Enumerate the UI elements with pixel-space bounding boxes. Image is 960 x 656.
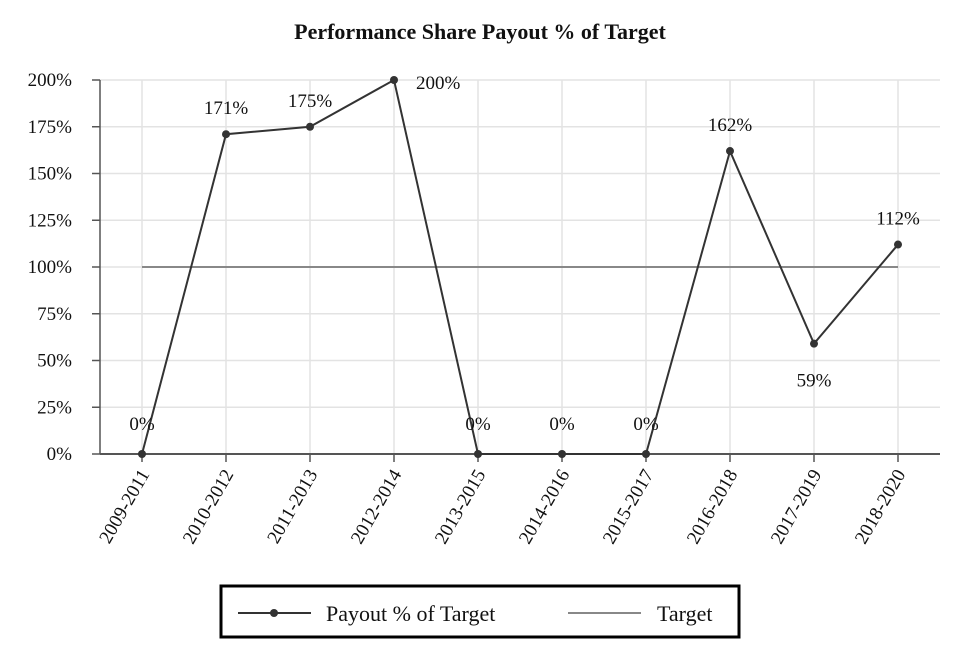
- data-point-payout: [222, 130, 230, 139]
- y-tick-label: 150%: [28, 164, 73, 185]
- data-point-payout: [894, 240, 902, 249]
- x-tick-label: 2013-2015: [431, 466, 490, 548]
- legend-payout-marker: [270, 609, 278, 617]
- data-label: 59%: [797, 371, 832, 392]
- x-tick-label: 2014-2016: [515, 466, 574, 548]
- x-tick-label: 2012-2014: [347, 466, 407, 548]
- data-label: 112%: [876, 209, 920, 230]
- y-tick-label: 25%: [37, 397, 72, 418]
- chart-title: Performance Share Payout % of Target: [294, 19, 666, 44]
- y-tick-label: 0%: [47, 444, 73, 465]
- y-tick-label: 175%: [28, 117, 73, 138]
- y-tick-label: 75%: [37, 304, 72, 325]
- y-tick-label: 125%: [28, 210, 73, 231]
- data-labels: 0% 171% 175% 200% 0% 0% 0% 162% 59% 112%: [129, 73, 920, 435]
- legend-payout-label: Payout % of Target: [326, 601, 495, 626]
- data-label: 0%: [129, 414, 155, 435]
- y-tick-label: 100%: [28, 257, 73, 278]
- data-label: 0%: [549, 414, 575, 435]
- data-point-payout: [810, 339, 818, 348]
- legend-target-label: Target: [657, 601, 712, 626]
- x-tick-label: 2016-2018: [683, 466, 742, 548]
- data-point-payout: [558, 450, 566, 458]
- data-label: 175%: [288, 91, 333, 112]
- x-tick-label: 2018-2020: [851, 466, 910, 548]
- series-line-payout: [141, 78, 899, 455]
- data-point-payout: [642, 450, 650, 458]
- data-label: 0%: [465, 414, 491, 435]
- data-point-payout: [138, 450, 146, 458]
- data-point-payout: [726, 147, 734, 156]
- data-point-payout: [306, 122, 314, 131]
- y-tick-label: 50%: [37, 351, 72, 372]
- axes: 0% 25% 50% 75% 100% 125% 150% 175% 200% 2009-2011…: [28, 70, 940, 548]
- data-label: 200%: [416, 73, 461, 94]
- legend: Payout % of Target Target: [219, 584, 741, 639]
- data-label: 0%: [633, 414, 659, 435]
- data-point-payout: [390, 76, 398, 84]
- x-tick-label: 2015-2017: [599, 466, 658, 548]
- y-tick-label: 200%: [28, 70, 73, 91]
- legend-box: [219, 584, 741, 639]
- x-tick-label: 2011-2013: [263, 466, 322, 547]
- x-tick-label: 2010-2012: [179, 466, 238, 548]
- data-point-payout: [474, 450, 482, 458]
- x-tick-label: 2017-2019: [767, 466, 826, 548]
- data-label: 162%: [708, 115, 753, 136]
- data-label: 171%: [204, 98, 249, 119]
- series-layer: [138, 76, 902, 458]
- x-tick-label: 2009-2011: [95, 466, 154, 547]
